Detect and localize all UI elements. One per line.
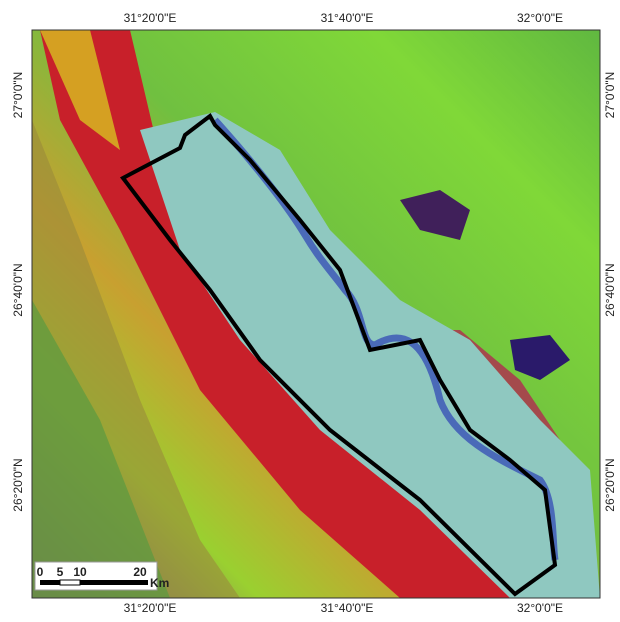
scale-unit: Km xyxy=(150,576,169,590)
longitude-label: 31°20'0"E xyxy=(124,11,177,25)
longitude-label: 31°40'0"E xyxy=(321,601,374,615)
latitude-label: 26°20'0"N xyxy=(603,458,617,511)
satellite-image xyxy=(32,30,600,598)
scale-label: 10 xyxy=(73,565,87,579)
latitude-label: 26°20'0"N xyxy=(11,458,25,511)
map-figure: 31°20'0"E 31°20'0"E 31°40'0"E 31°40'0"E 32°0… xyxy=(0,0,620,617)
latitude-label: 27°0'0"N xyxy=(603,72,617,119)
longitude-label: 32°0'0"E xyxy=(517,11,563,25)
longitude-label: 31°20'0"E xyxy=(124,601,177,615)
longitude-label: 31°40'0"E xyxy=(321,11,374,25)
scale-label: 5 xyxy=(57,565,64,579)
latitude-label: 26°40'0"N xyxy=(11,263,25,316)
longitude-label: 32°0'0"E xyxy=(517,601,563,615)
latitude-label: 26°40'0"N xyxy=(603,263,617,316)
scale-label: 20 xyxy=(133,565,147,579)
latitude-label: 27°0'0"N xyxy=(11,72,25,119)
scale-label: 0 xyxy=(37,565,44,579)
